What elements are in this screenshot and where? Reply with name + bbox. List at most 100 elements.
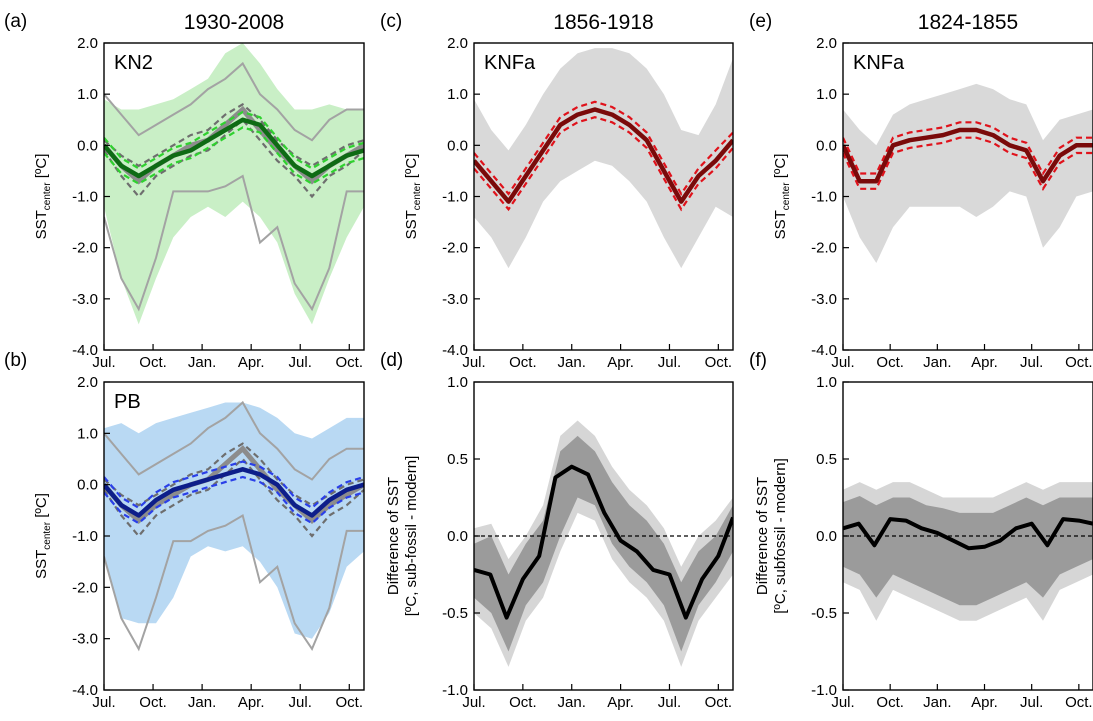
x-tick-label: Apr. — [238, 694, 265, 711]
modern-max-line — [104, 400, 364, 481]
y-label-unit: [ºC] — [33, 154, 50, 183]
series-label: PB — [114, 391, 141, 413]
y-label-main: SST — [403, 210, 420, 239]
x-tick-label: Jul. — [289, 694, 312, 711]
y-axis-label-line2: [ºC, subfossil - modern] — [772, 458, 789, 614]
modern-ci-upper — [104, 103, 364, 168]
modern-ci-lower — [104, 118, 364, 199]
modern-ci-lower — [104, 457, 364, 538]
y-tick-label: 0.0 — [447, 528, 468, 545]
panel-label: (b) — [4, 350, 27, 371]
y-tick-label: -2.0 — [72, 579, 98, 596]
modern-mean-line — [104, 445, 364, 524]
modern-min-line — [104, 513, 364, 652]
y-label-sub: center — [42, 182, 53, 210]
y-tick-label: -2.0 — [442, 240, 468, 257]
panel-label: (d) — [380, 350, 403, 371]
plot-area — [474, 48, 733, 269]
range-band — [843, 83, 1093, 264]
series-label: KNFa — [853, 52, 905, 74]
x-tick-label: Oct. — [705, 694, 733, 711]
y-tick-label: -1.0 — [442, 189, 468, 206]
x-tick-label: Apr. — [971, 694, 998, 711]
x-tick-label: Jan. — [558, 354, 586, 371]
y-tick-label: 1.0 — [77, 425, 98, 442]
x-tick-label: Oct. — [139, 354, 167, 371]
y-axis-label-line1: Difference of SST — [754, 477, 771, 595]
ci-upper-line — [474, 100, 733, 196]
panel-label: (f) — [749, 350, 767, 371]
modern-ci-upper — [104, 442, 364, 507]
y-tick-label: -4.0 — [72, 342, 98, 359]
y-tick-label: -1.0 — [72, 528, 98, 545]
ci-lower-line — [104, 126, 364, 185]
y-axis-label-line1: Difference of SST — [385, 477, 402, 595]
y-tick-label: 1.0 — [816, 86, 837, 103]
y-tick-label: 0.5 — [816, 451, 837, 468]
x-tick-label: Apr. — [607, 694, 634, 711]
y-tick-label: 0.5 — [447, 451, 468, 468]
y-tick-label: 1.0 — [77, 86, 98, 103]
x-tick-label: Jan. — [188, 354, 216, 371]
y-tick-label: -4.0 — [811, 342, 837, 359]
plot-area — [843, 482, 1093, 621]
mean-line — [104, 467, 364, 518]
y-tick-label: -3.0 — [811, 291, 837, 308]
panel-label: (c) — [380, 11, 402, 32]
x-tick-label: Jul. — [1020, 354, 1043, 371]
y-tick-label: 2.0 — [816, 35, 837, 52]
x-tick-label: Oct. — [139, 694, 167, 711]
x-tick-label: Jul. — [92, 694, 115, 711]
y-tick-label: 0.0 — [77, 477, 98, 494]
x-tick-label: Oct. — [1065, 354, 1093, 371]
modern-max-line — [104, 61, 364, 142]
y-axis-label: SSTcenter [ºC] — [403, 154, 423, 240]
x-tick-label: Jul. — [289, 354, 312, 371]
x-tick-label: Oct. — [336, 694, 364, 711]
x-tick-label: Jul. — [92, 354, 115, 371]
plot-area — [474, 420, 733, 667]
ci-lower-line — [474, 116, 733, 212]
difference-line — [843, 517, 1093, 551]
y-label-main: SST — [772, 210, 789, 239]
y-axis-label: SSTcenter [ºC] — [772, 154, 792, 240]
ci-upper-line — [843, 121, 1093, 176]
y-tick-label: -1.0 — [442, 682, 468, 699]
mean-line — [474, 107, 733, 204]
y-tick-label: 0.0 — [816, 528, 837, 545]
range-band — [104, 43, 364, 325]
y-tick-label: 1.0 — [816, 374, 837, 391]
y-label-sub: center — [42, 521, 53, 549]
panel-title: 1856-1918 — [553, 11, 653, 34]
x-tick-label: Jan. — [923, 354, 951, 371]
y-tick-label: 1.0 — [447, 374, 468, 391]
y-label-main: SST — [33, 210, 50, 239]
x-tick-label: Oct. — [705, 354, 733, 371]
x-tick-label: Oct. — [876, 354, 904, 371]
x-tick-label: Jul. — [831, 694, 854, 711]
y-tick-label: -3.0 — [72, 291, 98, 308]
y-tick-label: -4.0 — [72, 682, 98, 699]
panel-label: (a) — [4, 11, 27, 32]
x-tick-label: Apr. — [607, 354, 634, 371]
y-tick-label: 0.0 — [77, 137, 98, 154]
y-tick-label: -0.5 — [811, 605, 837, 622]
y-axis-label-line2: [ºC, sub-fossil - modern] — [403, 456, 420, 617]
plot-area — [104, 400, 364, 652]
y-axis-label: SSTcenter [ºC] — [33, 493, 53, 579]
ci-lower-line — [104, 475, 364, 525]
y-tick-label: 2.0 — [77, 35, 98, 52]
y-tick-label: 2.0 — [77, 374, 98, 391]
panel-label: (e) — [749, 11, 772, 32]
y-label-sub: center — [781, 182, 792, 210]
x-tick-label: Apr. — [238, 354, 265, 371]
x-tick-label: Jul. — [462, 694, 485, 711]
x-tick-label: Oct. — [1065, 694, 1093, 711]
x-tick-label: Oct. — [509, 354, 537, 371]
y-label-main: SST — [33, 550, 50, 579]
y-tick-label: 0.0 — [447, 137, 468, 154]
ci-lower-line — [843, 136, 1093, 191]
y-label-unit: [ºC] — [33, 493, 50, 522]
